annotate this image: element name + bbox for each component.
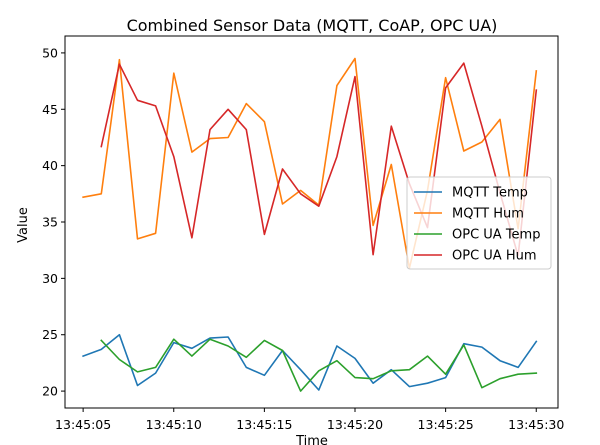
x-tick-label: 13:45:05 xyxy=(55,417,111,432)
y-tick-label: 30 xyxy=(42,271,58,286)
y-axis-ticks: 20 25 30 35 40 45 50 xyxy=(42,45,65,399)
series-layer xyxy=(82,57,538,392)
legend-box xyxy=(406,176,552,270)
y-tick-label: 45 xyxy=(42,102,58,117)
series-line-2 xyxy=(82,57,538,270)
chart-title: Combined Sensor Data (MQTT, CoAP, OPC UA… xyxy=(127,16,498,35)
x-tick-label: 13:45:30 xyxy=(508,417,564,432)
y-tick-label: 40 xyxy=(42,158,58,173)
x-axis-label: Time xyxy=(295,434,328,445)
y-tick-label: 25 xyxy=(42,327,58,342)
x-tick-label: 13:45:25 xyxy=(418,417,474,432)
x-tick-label: 13:45:10 xyxy=(146,417,202,432)
series-line-4 xyxy=(100,62,538,257)
legend-label: MQTT Hum xyxy=(452,207,524,222)
legend-label: OPC UA Temp xyxy=(452,228,540,243)
legend-label: OPC UA Hum xyxy=(452,249,537,264)
y-tick-label: 50 xyxy=(42,45,58,60)
y-tick-label: 35 xyxy=(42,215,58,230)
y-axis-label: Value xyxy=(16,207,31,243)
x-tick-label: 13:45:15 xyxy=(236,417,292,432)
x-tick-label: 13:45:20 xyxy=(327,417,383,432)
series-line-3 xyxy=(100,338,538,392)
legend-label: MQTT Temp xyxy=(452,186,528,201)
x-axis-ticks: 13:45:05 13:45:10 13:45:15 13:45:20 13:45:25… xyxy=(55,408,564,432)
legend: MQTT Temp MQTT Hum OPC UA Temp OPC UA Hum xyxy=(406,176,552,270)
y-tick-label: 20 xyxy=(42,384,58,399)
plot-frame xyxy=(64,35,559,409)
